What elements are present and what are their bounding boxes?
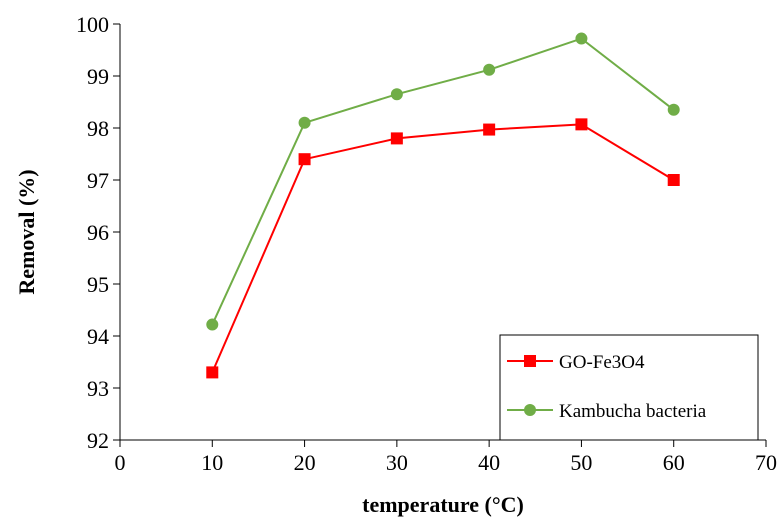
data-point-go-fe3o4 <box>483 123 496 136</box>
y-axis-ticks: 92 93 94 95 96 97 98 99 100 <box>76 12 120 453</box>
y-tick-label: 92 <box>87 428 109 453</box>
data-point-kambucha-bacteria <box>483 63 496 76</box>
y-tick-label: 95 <box>87 272 109 297</box>
x-tick-label: 70 <box>755 450 777 475</box>
legend-label-kambucha-bacteria: Kambucha bacteria <box>559 401 707 422</box>
x-tick-label: 0 <box>115 450 126 475</box>
data-point-kambucha-bacteria <box>206 318 219 331</box>
data-point-go-fe3o4 <box>206 366 219 379</box>
x-axis-ticks: 0 10 20 30 40 50 60 70 <box>115 440 777 475</box>
legend-marker-go-fe3o4 <box>524 355 536 367</box>
legend-label-go-fe3o4: GO-Fe3O4 <box>559 352 645 373</box>
series-go-fe3o4 <box>206 118 680 379</box>
series-kambucha-bacteria <box>206 32 680 331</box>
legend-entry-kambucha-bacteria: Kambucha bacteria <box>507 401 707 422</box>
y-tick-label: 94 <box>87 324 109 349</box>
x-axis-title: temperature (°C) <box>362 492 524 517</box>
y-tick-label: 96 <box>87 220 109 245</box>
legend-entry-go-fe3o4: GO-Fe3O4 <box>507 352 645 373</box>
series-line-kambucha-bacteria <box>211 37 675 326</box>
x-tick-label: 10 <box>201 450 223 475</box>
data-point-kambucha-bacteria <box>298 116 311 129</box>
legend-marker-kambucha-bacteria <box>524 404 536 416</box>
x-tick-label: 60 <box>663 450 685 475</box>
data-point-kambucha-bacteria <box>575 32 588 45</box>
y-tick-label: 97 <box>87 168 109 193</box>
legend-box <box>499 334 759 441</box>
series-line-go-fe3o4 <box>211 123 675 373</box>
x-tick-label: 30 <box>386 450 408 475</box>
y-axis-title: Removal (%) <box>14 169 39 294</box>
data-point-go-fe3o4 <box>575 118 588 131</box>
y-tick-label: 93 <box>87 376 109 401</box>
y-tick-label: 98 <box>87 116 109 141</box>
data-point-kambucha-bacteria <box>667 103 680 116</box>
x-tick-label: 40 <box>478 450 500 475</box>
x-tick-label: 20 <box>294 450 316 475</box>
series-layer <box>206 32 680 379</box>
data-point-go-fe3o4 <box>390 132 403 145</box>
y-tick-label: 100 <box>76 12 109 37</box>
x-tick-label: 50 <box>570 450 592 475</box>
legend: GO-Fe3O4 Kambucha bacteria <box>499 334 759 441</box>
data-point-go-fe3o4 <box>667 174 680 186</box>
data-point-go-fe3o4 <box>298 153 311 166</box>
data-point-kambucha-bacteria <box>390 88 403 101</box>
y-tick-label: 99 <box>87 64 109 89</box>
